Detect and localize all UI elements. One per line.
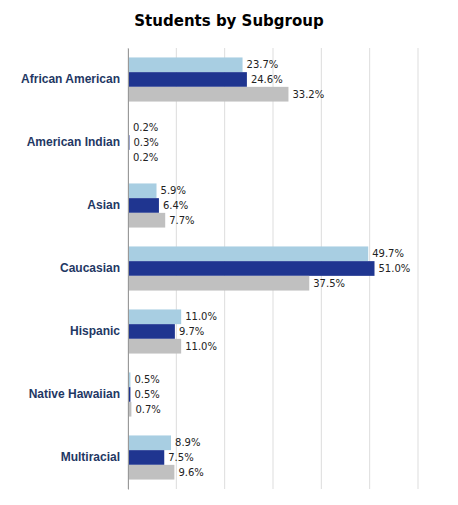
bar [128, 450, 164, 465]
data-label: 8.9% [175, 437, 200, 448]
bar [128, 435, 171, 450]
bar [128, 87, 288, 102]
y-tick: Hispanic [70, 324, 120, 338]
data-label: 24.6% [251, 74, 283, 85]
y-tick-label: American Indian [27, 135, 120, 149]
bar [128, 198, 159, 213]
data-label: 0.7% [135, 404, 160, 415]
data-label: 9.7% [179, 326, 204, 337]
data-label: 37.5% [313, 278, 345, 289]
bar [128, 246, 368, 261]
y-tick: Caucasian [60, 261, 120, 275]
data-label: 9.6% [178, 467, 203, 478]
bar [128, 72, 247, 87]
data-label: 23.7% [247, 59, 279, 70]
data-label: 7.7% [169, 215, 194, 226]
y-tick: Native Hawaiian [29, 387, 120, 401]
data-label: 5.9% [161, 185, 186, 196]
data-label: 0.2% [133, 152, 158, 163]
y-tick-label: Caucasian [60, 261, 120, 275]
y-axis-line [128, 49, 129, 490]
bar [128, 276, 309, 291]
data-labels: 23.7% 0.2% 5.9% 49.7% 11.0% 0.5% 8.9% 24.6% 0.3%… [133, 59, 410, 477]
data-label: 0.3% [133, 137, 158, 148]
bar [128, 213, 165, 228]
data-label: 6.4% [163, 200, 188, 211]
y-tick: African American [21, 72, 120, 86]
data-label: 49.7% [372, 248, 404, 259]
y-tick: American Indian [27, 135, 120, 149]
bar [128, 261, 375, 276]
y-axis: African American American Indian Asian Cauc… [21, 49, 128, 490]
data-label: 7.5% [168, 452, 193, 463]
bar [128, 465, 174, 480]
data-label: 0.5% [134, 389, 159, 400]
y-tick-label: Multiracial [61, 450, 120, 464]
data-label: 33.2% [292, 89, 324, 100]
data-label: 0.5% [134, 374, 159, 385]
bars [128, 57, 375, 479]
bar [128, 339, 181, 354]
bar [128, 183, 157, 198]
grid-line [418, 48, 419, 489]
y-tick-label: Native Hawaiian [29, 387, 120, 401]
y-tick: Multiracial [61, 450, 120, 464]
data-label: 11.0% [185, 311, 217, 322]
y-tick-label: African American [21, 72, 120, 86]
plot: 23.7% 0.2% 5.9% 49.7% 11.0% 0.5% 8.9% 24.6% 0.3%… [21, 48, 418, 490]
data-label: 11.0% [185, 341, 217, 352]
grid [128, 48, 418, 489]
y-tick-label: Asian [87, 198, 120, 212]
title: Students by Subgroup [134, 12, 324, 30]
bar [128, 324, 175, 339]
bar [128, 309, 181, 324]
y-tick: Asian [87, 198, 120, 212]
chart: Students by Subgroup 23.7% 0.2% 5.9% 49.7% 11… [0, 0, 458, 505]
data-label: 51.0% [379, 263, 411, 274]
y-tick-label: Hispanic [70, 324, 120, 338]
data-label: 0.2% [133, 122, 158, 133]
grid-line [128, 48, 129, 489]
bar [128, 57, 243, 72]
